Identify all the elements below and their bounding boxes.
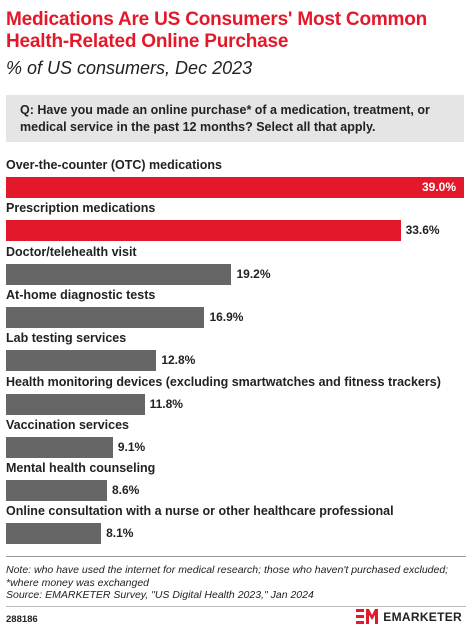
survey-question: Q: Have you made an online purchase* of … (6, 95, 464, 142)
value-label: 12.8% (161, 353, 196, 368)
category-label: Over-the-counter (OTC) medications (6, 158, 222, 172)
note-text: Note: who have used the internet for med… (6, 564, 449, 589)
bar (6, 263, 232, 285)
category-label: Prescription medications (6, 201, 156, 216)
source-text: Source: EMARKETER Survey, "US Digital He… (6, 589, 314, 601)
value-label: 8.1% (106, 526, 134, 541)
chart-subtitle: % of US consumers, Dec 2023 (6, 58, 253, 78)
category-label: Vaccination services (6, 417, 129, 432)
category-label: Health monitoring devices (excluding sma… (6, 374, 441, 389)
emarketer-logo-icon (356, 609, 379, 624)
value-label: 8.6% (111, 483, 140, 498)
chart-id: 288186 (6, 614, 38, 625)
category-label: Doctor/telehealth visit (6, 244, 137, 259)
divider (6, 556, 466, 557)
bar (6, 350, 157, 372)
bar (6, 220, 401, 242)
value-label: 11.8% (149, 396, 183, 411)
bar (6, 177, 464, 198)
bar (6, 306, 205, 328)
value-label: 19.2% (236, 266, 271, 281)
value-label: 39.0% (422, 180, 457, 194)
bar (6, 523, 102, 545)
bar (6, 480, 107, 502)
value-label: 9.1% (117, 439, 146, 454)
brand: EMARKETER (356, 609, 462, 624)
category-label: Mental health counseling (6, 461, 156, 476)
bar (6, 393, 145, 415)
value-label: 33.6% (405, 223, 440, 238)
category-label: Online consultation with a nurse or othe… (6, 504, 394, 519)
category-label: At-home diagnostic tests (6, 287, 156, 302)
bar (6, 436, 113, 458)
value-label: 16.9% (209, 309, 244, 324)
brand-name: EMARKETER (383, 609, 462, 624)
category-label: Lab testing services (6, 331, 127, 346)
footer-divider (6, 606, 466, 607)
chart-title: Medications Are US Consumers' Most Commo… (6, 9, 428, 52)
chart-notes: Note: who have used the internet for med… (6, 564, 466, 602)
